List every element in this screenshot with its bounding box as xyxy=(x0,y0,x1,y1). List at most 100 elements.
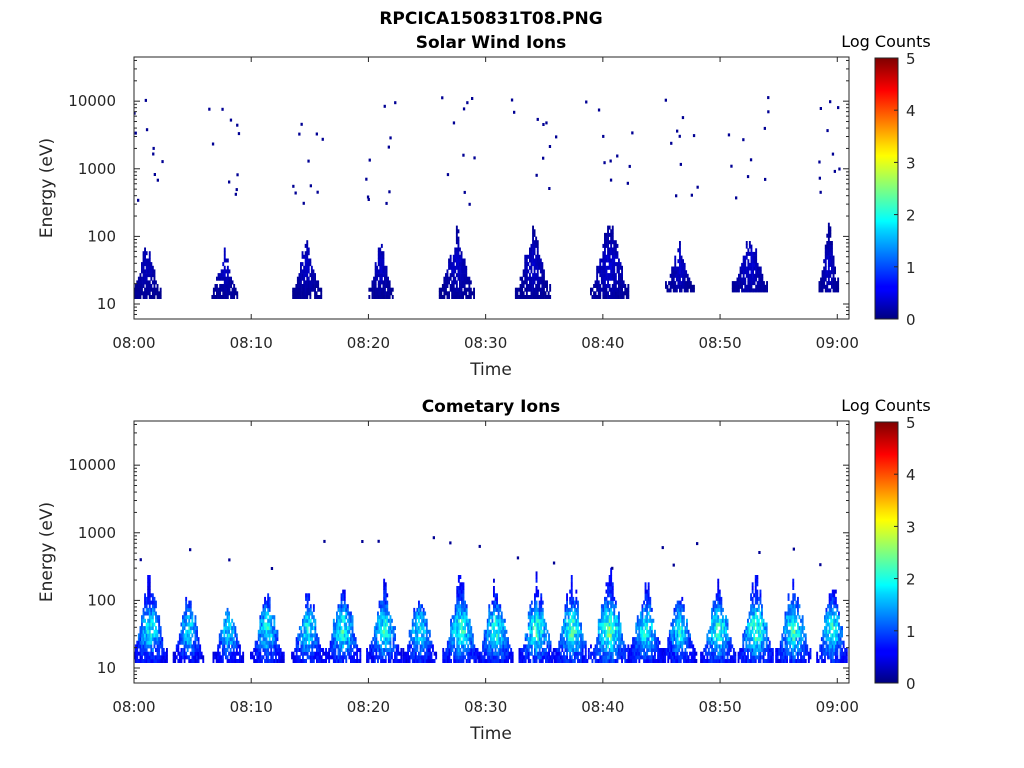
heatmap-cell xyxy=(394,101,397,105)
heatmap-cell xyxy=(638,633,641,638)
heatmap-cell xyxy=(644,622,647,627)
heatmap-cell xyxy=(226,295,229,299)
heatmap-cell xyxy=(306,644,309,649)
heatmap-cell xyxy=(759,281,762,286)
heatmap-cell xyxy=(466,295,469,299)
heatmap-cell xyxy=(455,240,458,245)
heatmap-cell xyxy=(667,655,670,660)
heatmap-cell xyxy=(336,640,338,645)
heatmap-cell xyxy=(686,637,688,642)
heatmap-cell xyxy=(750,255,753,260)
heatmap-cell xyxy=(496,644,498,649)
heatmap-cell xyxy=(496,607,498,612)
heatmap-cell xyxy=(546,655,549,660)
heatmap-cell xyxy=(727,133,731,137)
heatmap-cell xyxy=(566,596,568,601)
heatmap-cell xyxy=(259,618,262,623)
heatmap-cell xyxy=(302,637,304,642)
heatmap-cell xyxy=(233,291,236,296)
heatmap-cell xyxy=(636,622,639,627)
heatmap-cell xyxy=(538,280,541,285)
heatmap-cell xyxy=(191,651,194,656)
heatmap-cell xyxy=(306,262,309,267)
heatmap-cell xyxy=(150,284,153,288)
heatmap-cell xyxy=(646,622,649,627)
heatmap-cell xyxy=(577,644,579,649)
heatmap-cell xyxy=(183,637,186,642)
heatmap-cell xyxy=(310,273,313,278)
heatmap-cell xyxy=(567,644,570,649)
heatmap-cell xyxy=(616,618,619,623)
heatmap-cell xyxy=(593,648,595,652)
heatmap-cell xyxy=(443,284,446,288)
heatmap-cell xyxy=(339,622,341,627)
heatmap-cell xyxy=(525,291,528,296)
heatmap-cell xyxy=(457,651,460,656)
heatmap-cell xyxy=(451,637,454,642)
heatmap-cell xyxy=(369,648,372,652)
heatmap-cell xyxy=(462,611,465,616)
heatmap-cell xyxy=(350,659,352,663)
heatmap-cell xyxy=(225,287,228,292)
heatmap-cell xyxy=(264,604,266,609)
heatmap-cell xyxy=(541,287,544,292)
heatmap-cell xyxy=(687,637,690,642)
heatmap-cell xyxy=(832,259,835,264)
heatmap-cell xyxy=(460,287,463,292)
heatmap-cell xyxy=(641,637,644,642)
heatmap-cell xyxy=(306,273,309,278)
heatmap-cell xyxy=(652,618,655,623)
heatmap-cell xyxy=(372,644,375,649)
heatmap-cell xyxy=(233,284,236,288)
heatmap-cell xyxy=(493,611,495,616)
heatmap-cell xyxy=(148,254,151,259)
heatmap-cell xyxy=(228,611,230,616)
heatmap-cell xyxy=(614,633,617,638)
heatmap-cell xyxy=(605,611,608,616)
heatmap-cell xyxy=(381,629,384,634)
heatmap-cell xyxy=(604,247,606,252)
heatmap-cell xyxy=(404,655,406,660)
heatmap-cell xyxy=(613,273,616,278)
heatmap-cell xyxy=(677,281,680,286)
heatmap-cell xyxy=(225,280,228,285)
heatmap-cell xyxy=(688,277,691,282)
heatmap-cell xyxy=(391,287,394,292)
heatmap-cell xyxy=(723,651,726,656)
heatmap-cell xyxy=(532,273,534,278)
heatmap-cell xyxy=(339,637,341,642)
heatmap-cell xyxy=(679,607,682,612)
heatmap-cell xyxy=(549,659,552,663)
heatmap-cell xyxy=(309,629,312,634)
heatmap-cell xyxy=(636,626,639,631)
heatmap-cell xyxy=(530,251,533,256)
heatmap-cell xyxy=(608,618,611,623)
heatmap-cell xyxy=(686,273,689,278)
heatmap-cell xyxy=(605,648,608,652)
heatmap-cell xyxy=(265,622,268,627)
heatmap-cell xyxy=(525,295,528,299)
heatmap-cell xyxy=(219,273,222,278)
heatmap-cell xyxy=(717,655,720,660)
heatmap-cell xyxy=(180,629,183,634)
heatmap-cell xyxy=(464,618,466,623)
heatmap-cell xyxy=(300,640,303,645)
heatmap-cell xyxy=(503,644,506,649)
heatmap-cell xyxy=(262,640,265,645)
heatmap-cell xyxy=(410,651,413,656)
heatmap-cell xyxy=(649,596,652,601)
heatmap-cell xyxy=(630,648,633,652)
heatmap-cell xyxy=(370,655,373,660)
heatmap-cell xyxy=(575,640,578,645)
heatmap-cell xyxy=(172,651,175,656)
heatmap-cell xyxy=(389,637,392,642)
heatmap-cell xyxy=(493,633,495,638)
heatmap-cell xyxy=(144,280,146,285)
heatmap-cell xyxy=(605,265,608,270)
heatmap-cell xyxy=(572,611,575,616)
heatmap-cell xyxy=(419,659,422,663)
heatmap-cell xyxy=(377,284,380,288)
heatmap-cell xyxy=(186,655,189,660)
heatmap-cell xyxy=(741,270,743,275)
heatmap-cell xyxy=(144,269,146,274)
